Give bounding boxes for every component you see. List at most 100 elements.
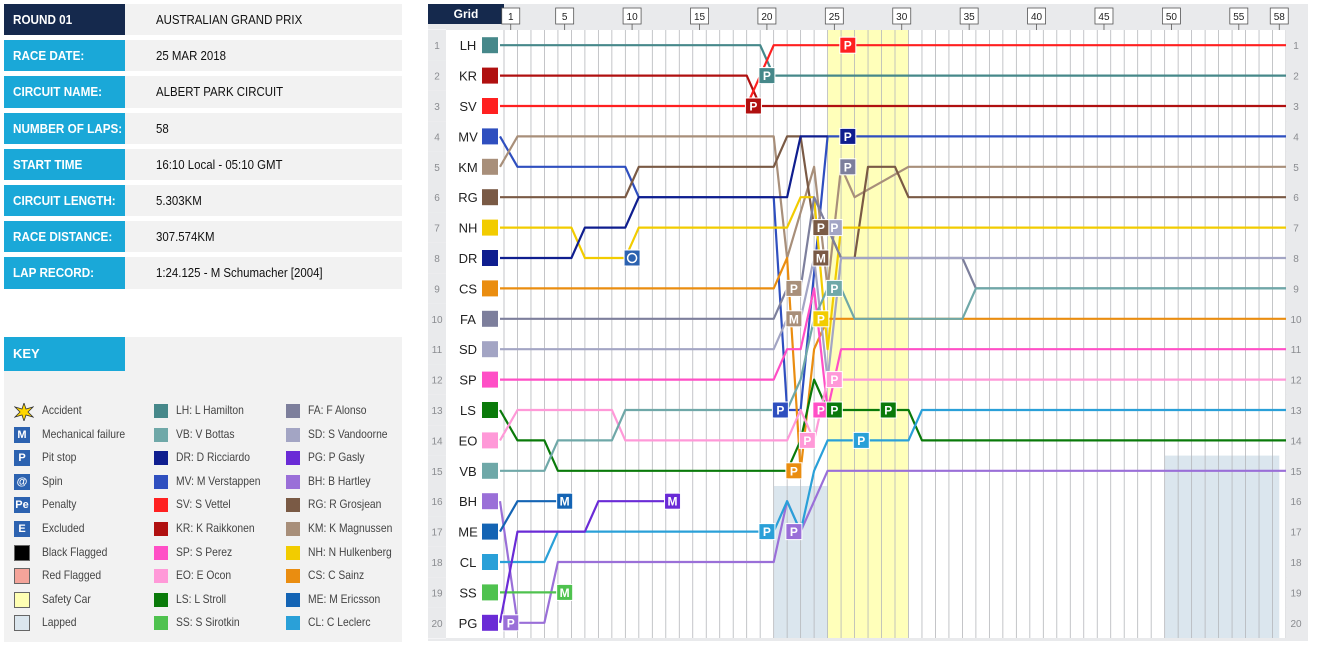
pos-cell-right <box>1286 273 1308 304</box>
position-label-right: 15 <box>1290 467 1302 478</box>
driver-color-swatch <box>154 616 168 631</box>
info-value: 1:24.125 - M Schumacher [2004] <box>156 265 323 281</box>
position-label-left: 8 <box>434 254 440 265</box>
pos-cell-right <box>1286 394 1308 426</box>
pos-cell-right <box>1286 607 1308 638</box>
key-P-icon: P <box>14 450 30 467</box>
position-label-left: 14 <box>431 436 443 447</box>
event-marker <box>785 523 803 541</box>
position-label-right: 9 <box>1293 284 1299 295</box>
grid-driver-code: BH <box>459 494 477 509</box>
event-marker <box>758 523 776 541</box>
grid-driver-code: KM <box>458 160 478 175</box>
lap-tick-label: 15 <box>694 12 706 23</box>
key-item-label: Mechanical failure <box>42 426 126 441</box>
pos-cell-right <box>1286 182 1308 213</box>
driver-color-swatch <box>154 474 168 489</box>
position-label-right: 2 <box>1293 72 1299 83</box>
info-value: ALBERT PARK CIRCUIT <box>156 84 284 100</box>
position-label-left: 10 <box>431 315 443 326</box>
pos-cell-right <box>1286 90 1308 122</box>
pos-cell-left <box>428 486 446 517</box>
driver-key-label: CS: C Sainz <box>308 568 365 583</box>
grid-driver-code: MV <box>458 129 478 144</box>
position-label-left: 17 <box>431 528 443 539</box>
pos-cell-right <box>1286 486 1308 517</box>
pos-cell-left <box>428 30 446 61</box>
lap-tick-label: 35 <box>964 12 976 23</box>
event-marker-label: P <box>844 130 852 144</box>
position-label-left: 9 <box>434 284 440 295</box>
grid-driver-code: CL <box>460 555 477 570</box>
pos-cell-left <box>428 273 446 304</box>
pos-cell-left <box>428 394 446 426</box>
key-item-label: Penalty <box>42 497 77 512</box>
pos-cell-left <box>428 90 446 122</box>
black-flag-swatch <box>14 544 30 561</box>
key-title: KEY <box>4 337 125 371</box>
event-marker <box>812 249 830 267</box>
driver-key-label: BH: B Hartley <box>308 473 371 488</box>
pos-cell-right <box>1286 364 1308 395</box>
pos-cell-right <box>1286 242 1308 274</box>
pos-cell-left <box>428 242 446 274</box>
key-item-label: Lapped <box>42 615 77 630</box>
info-label: RACE DISTANCE: <box>4 221 125 253</box>
pos-cell-left <box>428 303 446 334</box>
driver-key-label: LH: L Hamilton <box>176 403 244 417</box>
info-label: CIRCUIT LENGTH: <box>4 184 125 217</box>
pos-cell-right <box>1286 455 1308 486</box>
driver-color-swatch <box>286 569 300 584</box>
driver-color-swatch <box>286 592 300 607</box>
pos-cell-left <box>428 516 446 547</box>
grid-driver-swatch <box>482 128 498 145</box>
grid-driver-swatch <box>482 523 498 540</box>
driver-key-label: RG: R Grosjean <box>308 497 382 512</box>
grid-driver-code: ME <box>458 525 478 540</box>
grid-driver-code: SP <box>459 373 476 388</box>
driver-color-swatch <box>154 522 168 536</box>
driver-color-swatch <box>154 569 168 584</box>
pos-cell-right <box>1286 425 1308 456</box>
lap-tick-label: 5 <box>562 12 568 23</box>
key-symbol-text: M <box>14 426 30 443</box>
event-marker-label: M <box>668 495 678 509</box>
grid-driver-code: SS <box>459 585 477 600</box>
grid-driver-code: LH <box>460 38 477 53</box>
pos-cell-left <box>428 182 446 213</box>
pos-cell-right <box>1286 30 1308 61</box>
grid-driver-code: EO <box>459 433 478 448</box>
position-label-right: 4 <box>1293 132 1299 143</box>
event-marker-label: P <box>817 221 825 235</box>
grid-driver-code: SD <box>459 342 477 357</box>
pos-cell-right <box>1286 303 1308 334</box>
grid-driver-code: KR <box>459 69 477 84</box>
event-marker-label: P <box>790 282 798 296</box>
grid-driver-swatch <box>482 341 498 358</box>
event-marker <box>502 614 520 632</box>
event-marker-label: P <box>830 404 838 418</box>
info-value: 5.303KM <box>156 192 202 208</box>
info-row: NUMBER OF LAPS: 58 <box>4 112 402 144</box>
info-row: LAP RECORD: 1:24.125 - M Schumacher [2004… <box>4 257 402 289</box>
position-label-right: 7 <box>1293 224 1299 235</box>
position-label-left: 7 <box>434 224 440 235</box>
driver-key-label: EO: E Ocon <box>176 568 232 583</box>
lap-tick-label: 1 <box>508 12 514 23</box>
driver-key-label: CL: C Leclerc <box>308 615 371 630</box>
driver-key-label: VB: V Bottas <box>176 426 235 441</box>
info-label: START TIME <box>4 148 125 180</box>
pos-cell-left <box>428 60 446 91</box>
driver-key-label: LS: L Stroll <box>176 591 227 606</box>
event-marker <box>825 401 843 419</box>
lap-tick-label: 10 <box>627 12 639 23</box>
position-label-left: 20 <box>431 619 443 630</box>
spin-symbol <box>626 252 638 264</box>
position-label-right: 3 <box>1293 102 1299 113</box>
event-marker-label: M <box>560 586 570 600</box>
event-marker-label: M <box>560 495 570 509</box>
grid-driver-swatch <box>482 219 498 236</box>
position-label-right: 20 <box>1290 619 1302 630</box>
grid-driver-swatch <box>482 67 498 84</box>
key-Pe-icon: Pe <box>14 497 30 514</box>
